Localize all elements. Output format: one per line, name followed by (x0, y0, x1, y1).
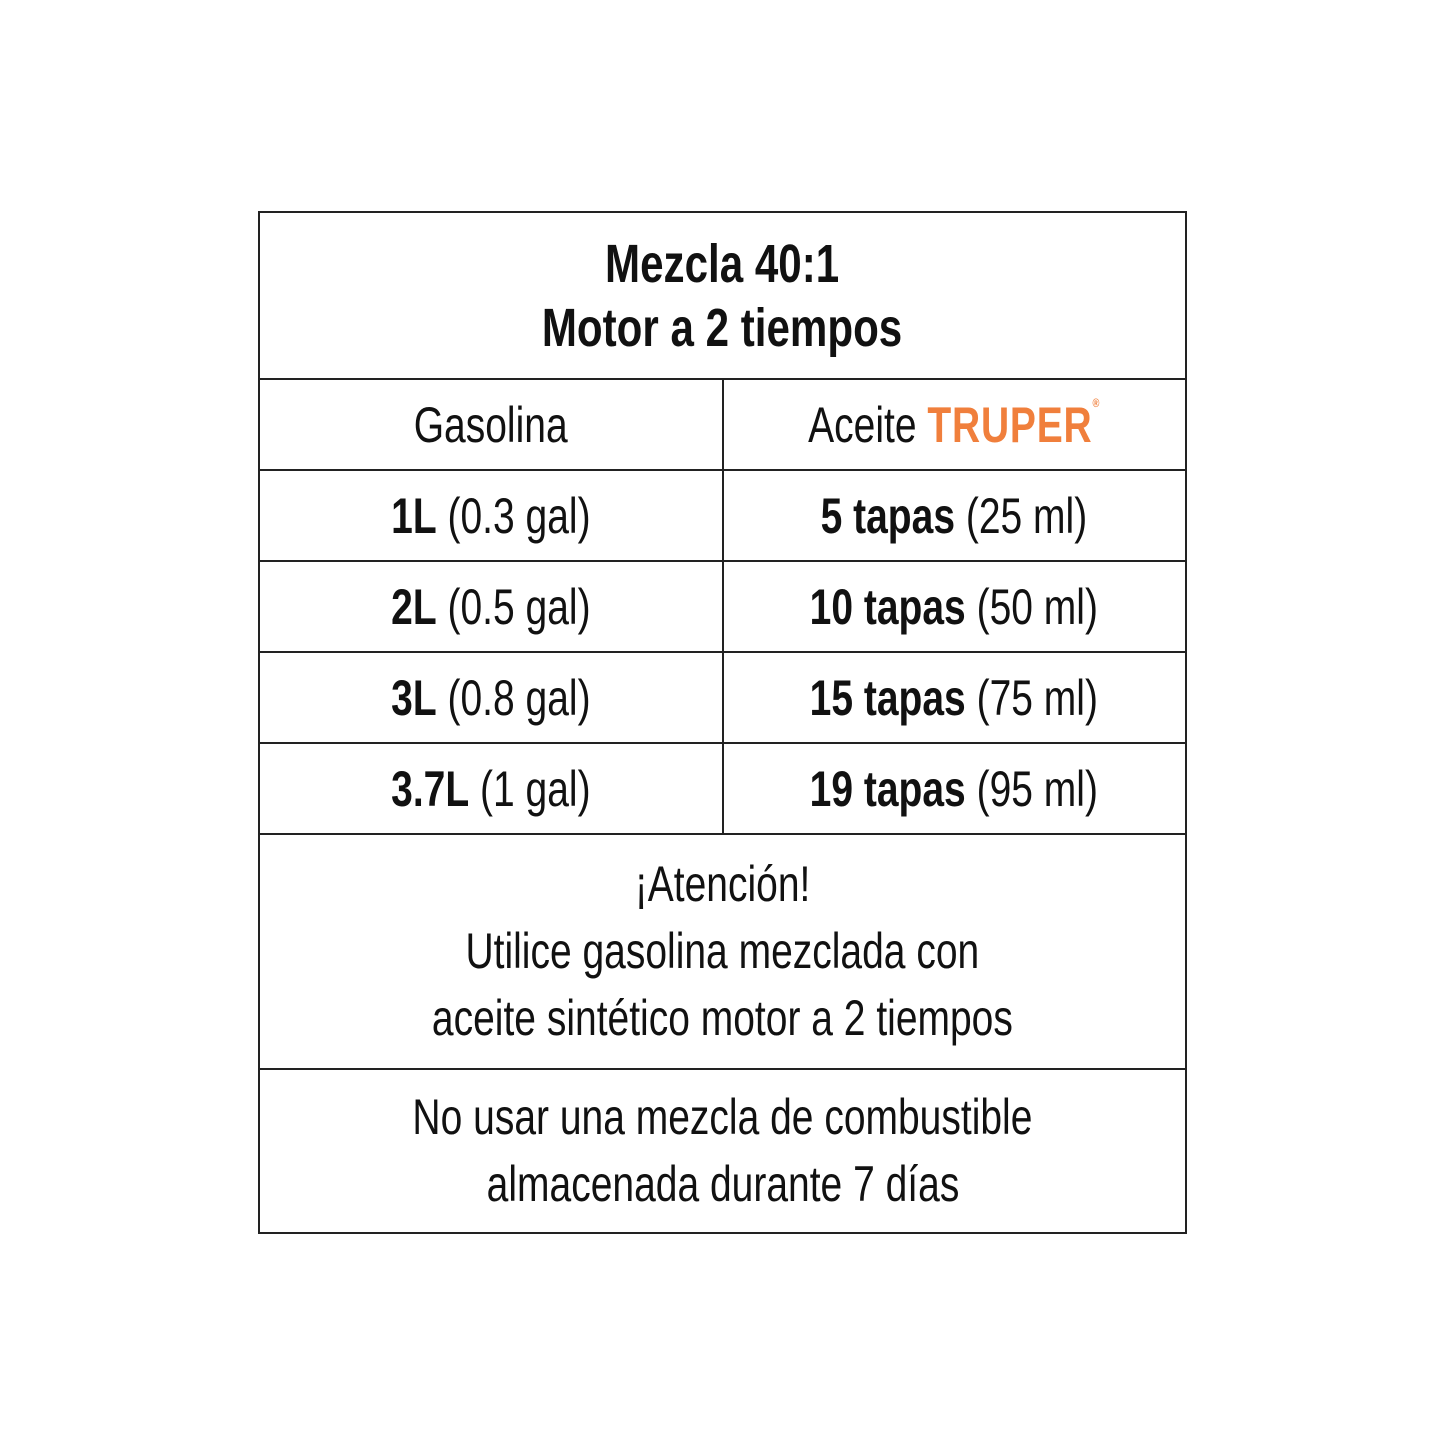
table-row: 3L (0.8 gal) 15 tapas (75 ml) (258, 651, 1187, 744)
title-line-1: Mezcla 40:1 (605, 233, 840, 294)
header-gasolina-label: Gasolina (413, 396, 568, 453)
gas-cell: 3.7L (1 gal) (258, 742, 724, 835)
oil-cell: 10 tapas (50 ml) (721, 560, 1187, 653)
table-row: 3.7L (1 gal) 19 tapas (95 ml) (258, 742, 1187, 835)
mix-table: Mezcla 40:1 Motor a 2 tiempos Gasolina A… (258, 211, 1187, 1234)
brand-text: TRUPER (927, 396, 1093, 453)
gas-cell: 2L (0.5 gal) (258, 560, 724, 653)
title-line-2: Motor a 2 tiempos (542, 297, 903, 358)
header-aceite: Aceite TRUPER® (721, 378, 1187, 471)
warning-line: aceite sintético motor a 2 tiempos (432, 990, 1013, 1046)
note-cell: No usar una mezcla de combustible almace… (258, 1068, 1187, 1234)
warning-cell: ¡Atención! Utilice gasolina mezclada con… (258, 833, 1187, 1070)
gas-cell: 3L (0.8 gal) (258, 651, 724, 744)
table-row: 1L (0.3 gal) 5 tapas (25 ml) (258, 469, 1187, 562)
oil-cell: 5 tapas (25 ml) (721, 469, 1187, 562)
table-row: 2L (0.5 gal) 10 tapas (50 ml) (258, 560, 1187, 653)
header-gasolina: Gasolina (258, 378, 724, 471)
warning-heading: ¡Atención! (634, 856, 811, 912)
table-title: Mezcla 40:1 Motor a 2 tiempos (258, 211, 1187, 380)
registered-mark: ® (1092, 395, 1101, 410)
warning-line: Utilice gasolina mezclada con (465, 923, 980, 979)
header-aceite-label: Aceite (808, 396, 917, 453)
gas-cell: 1L (0.3 gal) (258, 469, 724, 562)
oil-cell: 15 tapas (75 ml) (721, 651, 1187, 744)
note-line: No usar una mezcla de combustible (412, 1089, 1033, 1145)
oil-cell: 19 tapas (95 ml) (721, 742, 1187, 835)
truper-logo: TRUPER® (927, 395, 1101, 453)
note-line: almacenada durante 7 días (486, 1156, 959, 1212)
